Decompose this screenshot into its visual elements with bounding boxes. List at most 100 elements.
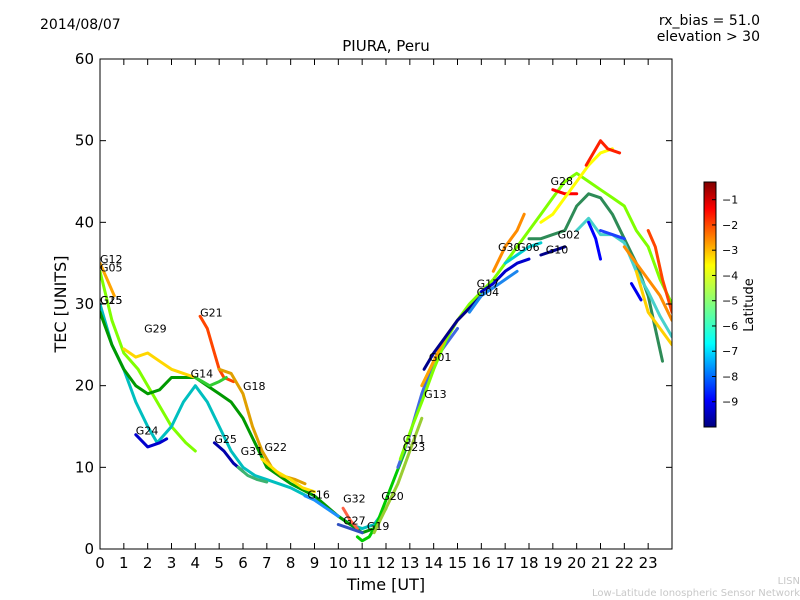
series-g32 <box>341 506 359 531</box>
x-tick-label: 14 <box>424 554 443 572</box>
series-g06 <box>503 241 543 265</box>
y-tick-label: 10 <box>75 458 94 476</box>
series-layer <box>100 139 672 543</box>
x-tick-label: 13 <box>400 554 419 572</box>
credit-short: LISN <box>777 576 800 587</box>
satellite-label: G28 <box>551 175 574 188</box>
series-g35 <box>630 282 643 302</box>
series-g16 <box>303 494 340 518</box>
colorbar-tick-label: −2 <box>722 219 738 232</box>
x-tick-label: 12 <box>376 554 395 572</box>
x-tick-label: 19 <box>543 554 562 572</box>
colorbar-tick-label: −5 <box>722 295 738 308</box>
series-g12 <box>100 261 116 298</box>
satellite-label: G24 <box>136 425 159 438</box>
series-g15 <box>100 310 388 535</box>
satellite-label: G21 <box>200 306 223 319</box>
series-g29 <box>122 347 197 379</box>
colorbar-tick-label: −3 <box>722 244 738 257</box>
y-axis: 0 10 20 30 40 50 60 <box>75 50 672 558</box>
series-g28b <box>539 147 614 224</box>
satellite-label: G06 <box>517 241 540 254</box>
series-g07 <box>587 220 602 261</box>
series-g24 <box>134 433 169 449</box>
colorbar-tick-label: −7 <box>722 345 738 358</box>
x-tick-label: 4 <box>191 554 201 572</box>
colorbar-tick-label: −9 <box>722 396 738 409</box>
y-tick-label: 20 <box>75 377 94 395</box>
satellite-label: G14 <box>191 368 214 381</box>
satellite-label: G15 <box>100 294 123 307</box>
satellite-label: G30 <box>498 241 521 254</box>
x-tick-label: 22 <box>615 554 634 572</box>
satellite-label: G10 <box>546 243 569 256</box>
satellite-label: G25 <box>214 433 237 446</box>
x-tick-label: 21 <box>591 554 610 572</box>
x-tick-label: 6 <box>238 554 248 572</box>
series-g09 <box>575 216 672 339</box>
date-label: 2014/08/07 <box>40 17 121 33</box>
x-tick-label: 10 <box>329 554 348 572</box>
colorbar <box>703 181 717 428</box>
satellite-label: G29 <box>144 323 167 336</box>
satellite-label: G02 <box>558 229 581 242</box>
satellite-label: G18 <box>243 380 266 393</box>
x-tick-label: 1 <box>119 554 129 572</box>
x-tick-label: 11 <box>353 554 372 572</box>
series-g10 <box>539 245 567 257</box>
satellite-label: G20 <box>381 490 404 503</box>
x-tick-label: 7 <box>262 554 272 572</box>
x-tick-label: 18 <box>519 554 538 572</box>
series-g04 <box>467 269 519 314</box>
satellite-label: G04 <box>477 286 500 299</box>
series-g26 <box>584 139 622 167</box>
satellite-label: G13 <box>424 388 447 401</box>
y-axis-label: TEC [UNITS] <box>51 256 70 354</box>
series-g30 <box>491 212 526 273</box>
chart-title: PIURA, Peru <box>342 37 430 55</box>
plot-frame <box>99 58 673 550</box>
rx-bias-label: rx_bias = 51.0 <box>658 13 760 29</box>
x-axis: 0 1 2 3 4 5 6 7 8 9 10 11 12 13 14 15 16 17 18 19 20 21 22 23 <box>95 59 658 572</box>
colorbar-tick-label: −4 <box>722 269 738 282</box>
satellite-label: G22 <box>265 441 288 454</box>
colorbar-tick-label: −6 <box>722 320 738 333</box>
satellite-label: G23 <box>403 441 426 454</box>
series-g28 <box>551 188 579 196</box>
y-tick-label: 30 <box>75 295 94 313</box>
x-tick-label: 8 <box>286 554 296 572</box>
series-g03 <box>622 245 672 322</box>
colorbar-ticks: −1 −2 −3 −4 −5 −6 −7 −8 −9 <box>712 194 738 409</box>
colorbar-label: Latitude <box>742 278 757 332</box>
satellite-label: G31 <box>241 445 264 458</box>
series-g14 <box>193 376 228 388</box>
satellite-label: G16 <box>307 488 330 501</box>
x-tick-label: 23 <box>639 554 658 572</box>
x-tick-label: 0 <box>95 554 105 572</box>
y-tick-label: 50 <box>75 132 94 150</box>
elevation-label: elevation > 30 <box>656 29 760 45</box>
satellite-label: G12 <box>100 253 123 266</box>
series-g05 <box>100 269 197 453</box>
satellite-label: G27 <box>343 515 366 528</box>
x-tick-label: 3 <box>167 554 177 572</box>
x-tick-label: 2 <box>143 554 153 572</box>
series-g33 <box>646 229 672 314</box>
x-axis-label: Time [UT] <box>346 575 425 594</box>
y-tick-label: 40 <box>75 213 94 231</box>
satellite-label: G11 <box>403 433 426 446</box>
series-g08 <box>599 229 626 241</box>
series-g31 <box>236 465 269 484</box>
series-g01 <box>422 294 483 371</box>
satellite-label: G05 <box>100 261 123 274</box>
colorbar-tick-label: −1 <box>722 194 738 207</box>
y-tick-label: 0 <box>84 540 94 558</box>
x-tick-label: 16 <box>472 554 491 572</box>
series-g34 <box>634 269 672 347</box>
x-tick-label: 5 <box>214 554 224 572</box>
series-g20 <box>372 416 424 535</box>
series-g22 <box>260 457 316 494</box>
series-g23 <box>398 171 672 461</box>
